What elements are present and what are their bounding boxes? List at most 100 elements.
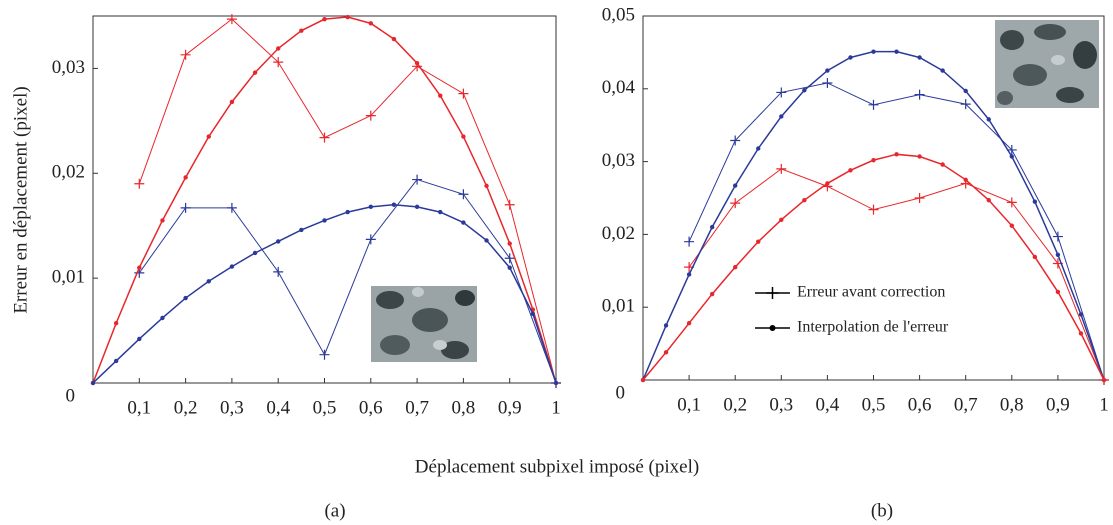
dot-marker xyxy=(507,241,512,246)
y-tick-label: 0,02 xyxy=(52,162,85,183)
dot-marker xyxy=(160,218,165,223)
dot-marker xyxy=(229,264,235,269)
dot-marker xyxy=(113,321,119,326)
x-tick-label: 1 xyxy=(1099,394,1109,415)
cross-marker xyxy=(273,57,284,68)
dot-marker xyxy=(484,238,489,243)
dot-marker xyxy=(940,68,945,73)
cross-marker xyxy=(776,87,787,98)
cross-marker xyxy=(504,199,515,210)
dot-marker xyxy=(1032,254,1038,260)
dot-marker xyxy=(252,250,258,256)
x-tick-label: 0,4 xyxy=(266,397,290,418)
cross-marker xyxy=(776,163,787,174)
cross-marker xyxy=(1052,231,1063,242)
dot-marker xyxy=(368,204,373,210)
dot-marker xyxy=(986,197,991,203)
x-tick-label: 0,1 xyxy=(127,397,151,418)
x-tick-label: 0,6 xyxy=(908,394,932,415)
x-tick-label: 0,9 xyxy=(498,397,522,418)
dot-marker xyxy=(553,380,559,386)
cross-marker xyxy=(1006,197,1017,208)
dot-marker xyxy=(507,265,512,270)
cross-marker xyxy=(730,198,741,209)
dot-marker xyxy=(322,218,327,223)
y-tick-label: 0,04 xyxy=(602,77,636,98)
x-tick-label: 0,8 xyxy=(1000,394,1024,415)
inset-texture-b xyxy=(995,20,1099,108)
dot-marker xyxy=(438,93,443,98)
cross-marker xyxy=(180,202,191,213)
cross-marker xyxy=(180,49,191,60)
y-tick-label: 0,03 xyxy=(52,57,85,78)
dot-marker xyxy=(779,114,784,119)
dot-marker xyxy=(299,28,304,33)
dot-marker xyxy=(137,336,142,342)
dot-marker xyxy=(663,350,669,355)
dot-marker xyxy=(530,311,536,316)
dot-marker xyxy=(963,88,968,94)
dot-marker xyxy=(917,55,922,60)
dot-marker xyxy=(1055,252,1061,257)
x-tick-label: 0,8 xyxy=(452,397,476,418)
cross-marker xyxy=(458,88,469,99)
x-tick-label: 1 xyxy=(551,397,561,418)
x-tick-label: 0,3 xyxy=(769,394,793,415)
y-tick-label: 0,03 xyxy=(602,150,635,171)
dot-marker xyxy=(1101,377,1107,383)
dot-marker xyxy=(299,227,304,233)
cross-marker xyxy=(319,132,330,143)
dot-marker xyxy=(686,272,692,277)
y-tick-label: 0,01 xyxy=(52,267,85,288)
dot-marker xyxy=(640,377,646,383)
cross-marker xyxy=(458,189,469,200)
dot-marker xyxy=(802,197,807,203)
caption: (a) xyxy=(324,500,345,521)
y-tick-label: 0,02 xyxy=(602,223,635,244)
cross-marker xyxy=(504,253,515,264)
dot-marker xyxy=(871,49,876,54)
cross-marker xyxy=(960,99,971,110)
dot-marker xyxy=(113,358,119,364)
y-tick-label: 0 xyxy=(66,385,76,406)
dot-marker xyxy=(986,117,991,122)
dot-marker xyxy=(756,146,761,151)
y-axis-label: Erreur en déplacement (pixel) xyxy=(10,86,31,313)
dot-marker xyxy=(733,183,738,188)
cross-marker xyxy=(319,349,330,360)
dot-marker xyxy=(461,220,466,225)
cross-marker xyxy=(730,135,741,146)
dot-marker xyxy=(391,202,397,207)
x-tick-label: 0,7 xyxy=(405,397,429,418)
dot-marker xyxy=(414,60,420,66)
cross-marker xyxy=(412,174,423,185)
dot-marker xyxy=(1009,223,1014,228)
dot-marker xyxy=(940,162,945,167)
dot-marker xyxy=(414,204,420,210)
dot-marker xyxy=(276,239,281,244)
legend-label: Erreur avant correction xyxy=(797,284,945,301)
x-tick-label: 0,3 xyxy=(220,397,244,418)
dot-marker xyxy=(894,49,899,54)
x-tick-label: 0,5 xyxy=(862,394,886,415)
dot-marker xyxy=(229,99,235,105)
dot-marker xyxy=(345,209,350,215)
dot-marker xyxy=(848,168,853,173)
cross-marker xyxy=(226,202,237,213)
x-tick-label: 0,6 xyxy=(359,397,383,418)
dot-marker xyxy=(276,46,281,51)
dot-marker xyxy=(1078,312,1084,317)
x-tick-label: 0,9 xyxy=(1046,394,1070,415)
dot-marker xyxy=(1078,331,1084,336)
legend-label: Interpolation de l'erreur xyxy=(797,319,949,336)
x-tick-label: 0,5 xyxy=(313,397,337,418)
dot-marker xyxy=(322,16,327,22)
cross-marker xyxy=(822,77,833,88)
dot-marker xyxy=(779,217,784,223)
x-tick-label: 0,2 xyxy=(174,397,198,418)
dot-marker xyxy=(894,152,899,157)
x-tick-label: 0,4 xyxy=(816,394,840,415)
dot-marker xyxy=(871,157,876,163)
cross-marker xyxy=(914,89,925,100)
dot-marker xyxy=(484,183,489,189)
